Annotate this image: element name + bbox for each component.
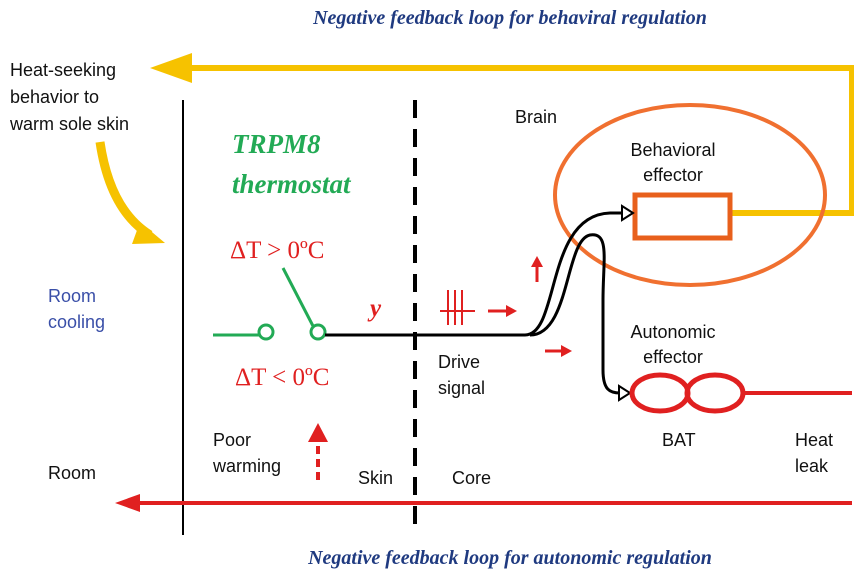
label: behavior to (10, 87, 99, 107)
spikes (440, 290, 475, 325)
brain (553, 103, 827, 287)
label: Poor (213, 430, 251, 450)
thermostat-label: thermostat (232, 169, 352, 199)
label: Autonomic (630, 322, 715, 342)
arrowhead (308, 423, 328, 442)
delta-label: ΔT < 0ºC (235, 364, 329, 391)
arrowhead (618, 384, 632, 402)
y-label: y (367, 295, 382, 322)
label: Heat (795, 430, 833, 450)
arrowhead (150, 53, 192, 83)
behavioral-loop (188, 65, 854, 216)
label: BAT (662, 430, 696, 450)
behavioral-effector (632, 192, 733, 241)
curved-arrow (95, 141, 153, 239)
arrowhead (561, 345, 572, 357)
arrowhead (531, 256, 543, 267)
switch-contact (257, 323, 275, 341)
switch-contact (309, 323, 327, 341)
bottom-title: Negative feedback loop for autonomic reg… (307, 547, 712, 569)
bat (629, 372, 691, 414)
label: Drive (438, 352, 480, 372)
drive-wire (325, 211, 625, 337)
label: signal (438, 378, 485, 398)
arrowhead (506, 305, 517, 317)
label: Room (48, 463, 96, 483)
drive-wire (529, 233, 621, 395)
label: Core (452, 468, 491, 488)
delta-label: ΔT > 0ºC (230, 237, 324, 264)
label: Behavioral (630, 140, 715, 160)
bat (684, 372, 746, 414)
arrowhead (621, 204, 635, 222)
label: Skin (358, 468, 393, 488)
label: Brain (515, 107, 557, 127)
top-title: Negative feedback loop for behaviral reg… (312, 7, 707, 29)
thermostat-label: TRPM8 (232, 129, 321, 159)
arrowhead (115, 494, 140, 512)
label: warm sole skin (9, 114, 129, 134)
label: cooling (48, 312, 105, 332)
label: warming (212, 456, 281, 476)
label: effector (643, 165, 703, 185)
switch-lever (281, 267, 315, 327)
label: Heat-seeking (10, 60, 116, 80)
label: effector (643, 347, 703, 367)
label: leak (795, 456, 829, 476)
label: Room (48, 286, 96, 306)
arrowhead (132, 222, 165, 244)
